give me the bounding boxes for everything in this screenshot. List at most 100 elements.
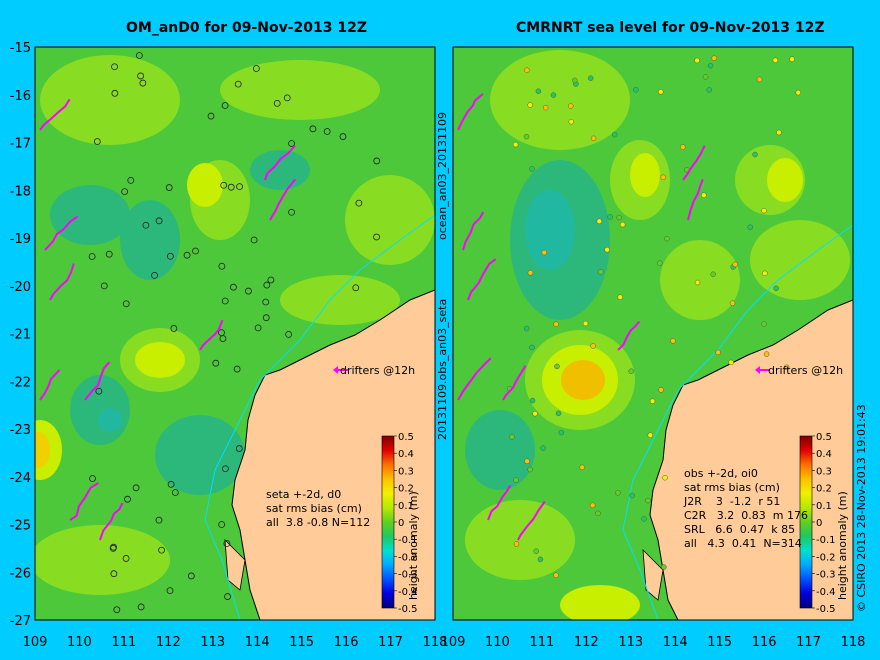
observation-marker bbox=[541, 249, 548, 256]
stats-line: SRL 6.6 0.47 k 85 bbox=[684, 523, 796, 536]
observation-marker bbox=[121, 188, 129, 196]
colorbar-tick-label: -0.4 bbox=[398, 587, 418, 598]
right-x-tick-label: 115 bbox=[707, 635, 732, 650]
observation-marker bbox=[221, 297, 229, 305]
observation-marker bbox=[527, 270, 534, 276]
observation-marker bbox=[230, 283, 237, 291]
y-tick-label: -19 bbox=[10, 232, 31, 247]
observation-marker bbox=[756, 76, 763, 83]
observation-marker bbox=[355, 199, 363, 207]
observation-marker bbox=[772, 57, 779, 64]
observation-marker bbox=[524, 67, 530, 73]
observation-marker bbox=[509, 434, 515, 440]
left-drifters-label: drifters @12h bbox=[340, 364, 416, 377]
observation-marker bbox=[664, 235, 670, 242]
drifter-track bbox=[44, 215, 79, 251]
observation-marker bbox=[166, 587, 174, 595]
observation-marker bbox=[234, 80, 242, 88]
observation-marker bbox=[352, 284, 360, 292]
drifter-track bbox=[682, 145, 706, 181]
observation-marker bbox=[235, 445, 243, 452]
y-tick-label: -15 bbox=[10, 41, 31, 56]
colorbar-tick-label: -0.5 bbox=[398, 604, 418, 615]
observation-marker bbox=[645, 497, 651, 504]
y-tick-label: -25 bbox=[10, 519, 31, 534]
colorbar-tick-label: 0.3 bbox=[816, 466, 832, 477]
observation-marker bbox=[109, 545, 117, 552]
colorbar-tick-label: -0.4 bbox=[816, 587, 836, 598]
right-drifter-tracks bbox=[457, 93, 706, 541]
colorbar-ticks: 0.5 0.4 0.3 0.2 0.1 0 -0.1 -0.2 -0.3 -0.4 -0.5 0.5 0… bbox=[394, 432, 836, 615]
observation-marker bbox=[604, 246, 610, 253]
left-observation-markers bbox=[88, 52, 381, 614]
observation-marker bbox=[218, 329, 225, 337]
observation-marker bbox=[170, 325, 178, 332]
observation-marker bbox=[267, 276, 275, 284]
drifter-track bbox=[487, 484, 512, 521]
left-map bbox=[35, 47, 435, 620]
drifter-track bbox=[69, 482, 99, 521]
observation-marker bbox=[617, 294, 623, 300]
observation-marker bbox=[615, 490, 621, 496]
observation-marker bbox=[537, 556, 544, 563]
observation-marker bbox=[323, 128, 331, 135]
right-x-tick-label: 116 bbox=[752, 635, 777, 650]
observation-marker bbox=[527, 102, 533, 108]
drifter-track bbox=[264, 145, 296, 181]
observation-marker bbox=[221, 102, 229, 109]
y-tick-label: -22 bbox=[10, 375, 31, 390]
observation-marker bbox=[658, 89, 664, 95]
drifter-track bbox=[467, 258, 497, 301]
observation-marker bbox=[137, 72, 145, 80]
left-x-tick-label: 112 bbox=[156, 635, 181, 650]
observation-marker bbox=[523, 133, 530, 140]
observation-marker bbox=[628, 368, 634, 375]
colorbar-tick-label: 0.3 bbox=[398, 466, 414, 477]
drifter-track bbox=[269, 178, 297, 221]
observation-marker bbox=[582, 320, 589, 327]
left-map-title: OM_anD0 for 09-Nov-2013 12Z bbox=[126, 20, 368, 36]
observation-marker bbox=[524, 458, 530, 465]
observation-marker bbox=[670, 338, 676, 344]
observation-marker bbox=[233, 365, 241, 373]
observation-marker bbox=[729, 300, 736, 306]
observation-marker bbox=[702, 74, 709, 80]
y-tick-label: -24 bbox=[10, 471, 31, 486]
left-drifter-tracks bbox=[39, 98, 297, 541]
observation-marker bbox=[158, 546, 165, 554]
observation-marker bbox=[309, 125, 317, 133]
left-colorbar bbox=[381, 435, 395, 609]
colorbar-tick-label: 0.2 bbox=[816, 484, 832, 495]
observation-marker bbox=[662, 474, 668, 481]
observation-marker bbox=[187, 572, 195, 580]
drifter-track bbox=[49, 263, 75, 301]
observation-marker bbox=[649, 398, 656, 405]
observation-marker bbox=[245, 287, 252, 295]
observation-marker bbox=[589, 502, 596, 509]
observation-marker bbox=[694, 279, 701, 286]
observation-marker bbox=[523, 325, 530, 332]
observation-marker bbox=[285, 330, 293, 338]
observation-marker bbox=[553, 321, 559, 327]
observation-marker bbox=[527, 466, 533, 473]
observation-marker bbox=[761, 207, 767, 214]
observation-marker bbox=[529, 344, 535, 351]
colorbar-tick-label: 0 bbox=[398, 518, 404, 529]
left-colorbar-label: height anomaly (m) bbox=[407, 491, 420, 600]
y-tick-label: -21 bbox=[10, 328, 31, 343]
drifter-track bbox=[84, 361, 111, 401]
observation-marker bbox=[250, 236, 258, 244]
stats-line: sat rms bias (cm) bbox=[266, 502, 362, 515]
observation-marker bbox=[218, 262, 226, 270]
observation-marker bbox=[513, 477, 519, 483]
left-stats-box: seta +-2d, d0 sat rms bias (cm) all 3.8 -0… bbox=[266, 488, 370, 530]
observation-marker bbox=[656, 260, 663, 266]
observation-marker bbox=[596, 218, 603, 225]
observation-marker bbox=[105, 250, 113, 258]
drifter-track bbox=[462, 211, 485, 251]
observation-marker bbox=[707, 62, 714, 69]
y-tick-label: -18 bbox=[10, 184, 31, 199]
observation-marker bbox=[262, 298, 270, 306]
stats-line: C2R 3.2 0.83 m 176 bbox=[684, 509, 808, 522]
observation-marker bbox=[553, 572, 559, 578]
